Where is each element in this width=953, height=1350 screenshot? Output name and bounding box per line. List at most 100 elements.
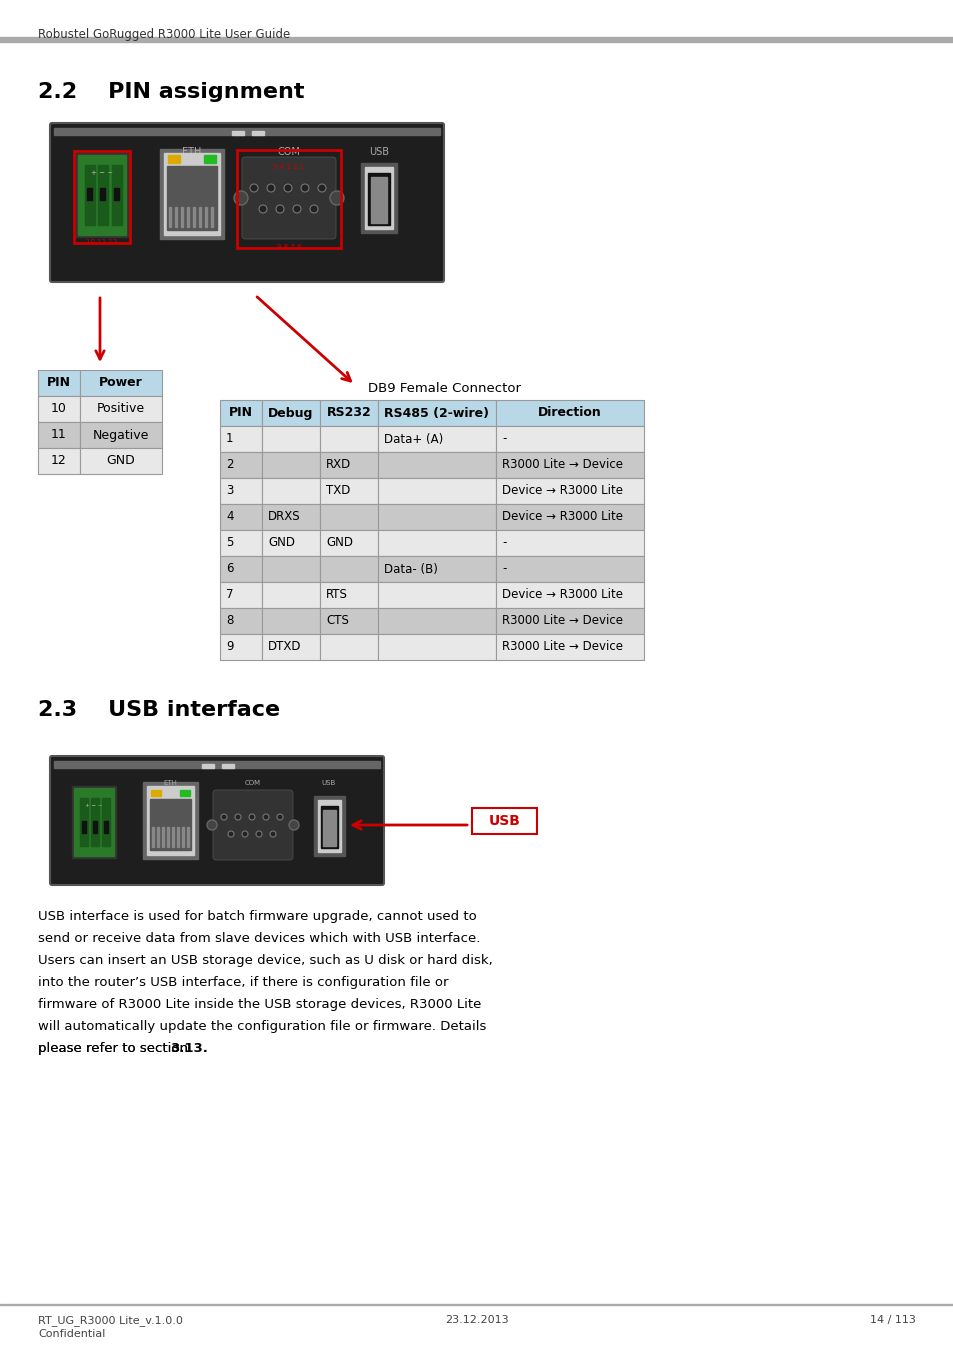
Text: will automatically update the configuration file or firmware. Details: will automatically update the configurat… [38, 1021, 486, 1033]
Text: Data- (B): Data- (B) [384, 563, 437, 575]
Text: USB interface is used for batch firmware upgrade, cannot used to: USB interface is used for batch firmware… [38, 910, 476, 923]
Bar [360, 163, 396, 234]
Bar [182, 828, 184, 846]
Bar [112, 165, 122, 225]
Bar [87, 188, 91, 200]
Circle shape [250, 184, 257, 192]
Text: PIN: PIN [47, 377, 71, 390]
Bar [80, 370, 162, 396]
Circle shape [270, 832, 275, 837]
Bar [91, 798, 99, 846]
Bar [262, 452, 319, 478]
Bar [76, 153, 128, 238]
Bar [220, 452, 262, 478]
Bar [496, 608, 643, 634]
Bar [102, 798, 110, 846]
Circle shape [255, 832, 262, 837]
Text: 5 4 3 2 1: 5 4 3 2 1 [274, 163, 304, 170]
Bar [168, 155, 180, 163]
Bar [496, 634, 643, 660]
Bar [377, 582, 496, 608]
Bar [262, 634, 319, 660]
Text: Users can insert an USB storage device, such as U disk or hard disk,: Users can insert an USB storage device, … [38, 954, 493, 967]
Circle shape [301, 184, 309, 192]
Bar [204, 155, 215, 163]
Bar [220, 400, 262, 427]
Text: 8: 8 [226, 614, 233, 628]
FancyBboxPatch shape [50, 123, 443, 282]
Bar [377, 504, 496, 531]
Bar [262, 400, 319, 427]
Bar [252, 131, 264, 135]
Text: 9 8 7 6: 9 8 7 6 [276, 244, 301, 250]
Bar [169, 207, 171, 227]
Bar [152, 828, 153, 846]
Text: 4: 4 [226, 510, 233, 524]
Circle shape [284, 184, 292, 192]
Circle shape [263, 814, 269, 819]
Bar [319, 427, 377, 452]
Bar [82, 821, 86, 833]
Text: 11: 11 [51, 428, 67, 441]
Circle shape [310, 205, 317, 213]
Bar [147, 786, 193, 855]
Bar [38, 423, 80, 448]
Text: Negative: Negative [92, 428, 149, 441]
Bar [377, 608, 496, 634]
Circle shape [267, 184, 274, 192]
Bar [74, 788, 113, 856]
Text: Positive: Positive [97, 402, 145, 416]
Bar [262, 608, 319, 634]
Bar [232, 131, 244, 135]
Bar [164, 153, 220, 235]
Bar [262, 427, 319, 452]
Text: 2: 2 [226, 459, 233, 471]
Bar [174, 207, 177, 227]
Bar [319, 478, 377, 504]
Bar [54, 761, 379, 768]
Text: COM: COM [277, 147, 300, 157]
Bar [220, 556, 262, 582]
Circle shape [275, 205, 284, 213]
Text: firmware of R3000 Lite inside the USB storage devices, R3000 Lite: firmware of R3000 Lite inside the USB st… [38, 998, 481, 1011]
Circle shape [207, 819, 216, 830]
Circle shape [289, 819, 298, 830]
Bar [319, 608, 377, 634]
Text: DTXD: DTXD [268, 640, 301, 653]
Bar [319, 400, 377, 427]
Text: RS232: RS232 [326, 406, 371, 420]
Bar [262, 556, 319, 582]
Text: R3000 Lite → Device: R3000 Lite → Device [501, 614, 622, 628]
Bar [319, 452, 377, 478]
Text: CTS: CTS [326, 614, 349, 628]
Bar [262, 504, 319, 531]
Bar [199, 207, 201, 227]
Bar [220, 478, 262, 504]
Bar [181, 207, 183, 227]
Bar [371, 177, 387, 223]
Bar [320, 806, 337, 848]
Bar [317, 801, 340, 852]
Bar [220, 582, 262, 608]
Bar [236, 150, 340, 248]
Bar [496, 582, 643, 608]
Bar [167, 166, 216, 230]
Text: please refer to section: please refer to section [38, 1042, 193, 1054]
Text: Device → R3000 Lite: Device → R3000 Lite [501, 589, 622, 602]
Bar [319, 531, 377, 556]
Text: USB: USB [321, 780, 335, 786]
Text: ETH: ETH [163, 780, 176, 786]
Bar [220, 504, 262, 531]
Text: Debug: Debug [268, 406, 314, 420]
Text: 10: 10 [51, 402, 67, 416]
Bar [262, 478, 319, 504]
Text: GND: GND [268, 536, 294, 549]
Bar [100, 188, 105, 200]
Text: Direction: Direction [537, 406, 601, 420]
Text: + − ~: + − ~ [85, 803, 103, 809]
Text: RXD: RXD [326, 459, 351, 471]
Bar [472, 809, 537, 834]
Bar [98, 165, 108, 225]
Bar [368, 173, 390, 225]
Bar [80, 798, 88, 846]
